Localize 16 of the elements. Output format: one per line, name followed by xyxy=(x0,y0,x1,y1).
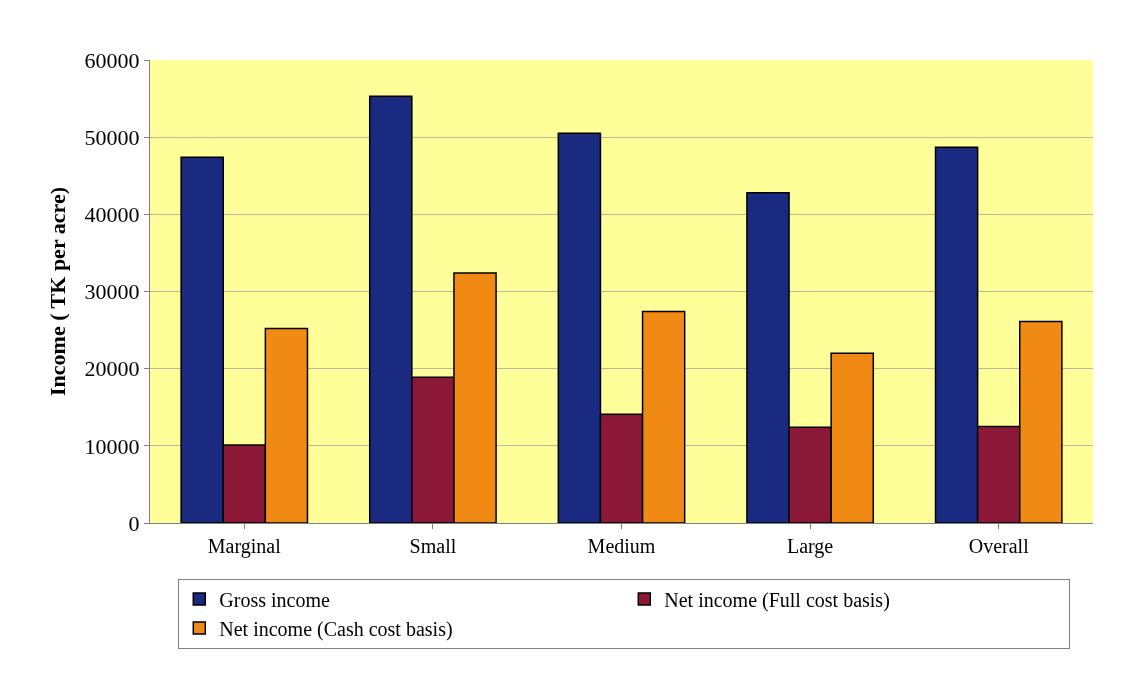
x-tick-label: Large xyxy=(786,535,834,558)
y-tick-label: 20000 xyxy=(84,356,140,382)
x-tick-label: Small xyxy=(409,535,457,557)
legend-label: Gross income xyxy=(219,588,330,611)
y-tick-label: 40000 xyxy=(84,202,140,228)
x-tick-label: Marginal xyxy=(207,535,282,558)
legend-label: Net income (Full cost basis) xyxy=(664,588,890,612)
y-tick-label: 60000 xyxy=(84,47,140,73)
x-tick-label: Overall xyxy=(968,535,1030,557)
y-tick-label: 30000 xyxy=(84,279,140,305)
y-tick-label: 50000 xyxy=(84,124,140,150)
y-tick-label: 10000 xyxy=(84,433,140,459)
y-tick-label: 0 xyxy=(128,510,140,536)
legend-label: Net income (Cash cost basis) xyxy=(219,617,453,641)
x-tick-label: Medium xyxy=(587,535,656,557)
y-axis-title: Income ( TK per acre) xyxy=(45,187,71,396)
